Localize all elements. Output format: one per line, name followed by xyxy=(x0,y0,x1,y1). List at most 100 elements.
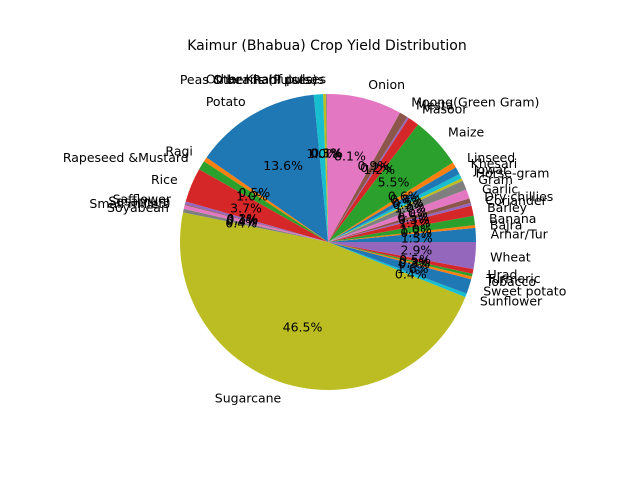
slice-barley xyxy=(328,205,474,242)
slice-percent-urad: 0.5% xyxy=(399,252,431,267)
slice-jowar xyxy=(328,173,462,242)
slice-label-sweet-potato: Sweet potato xyxy=(483,283,566,298)
slice-label-ragi: Ragi xyxy=(165,144,192,159)
slice-percent-masoor: 1.2% xyxy=(363,162,395,177)
slice-label-other-kharif-pulses: Other Kharif pulses xyxy=(206,72,326,87)
slice-label-soyabean: Soyabean xyxy=(107,200,169,215)
slice-percent-potato: 13.6% xyxy=(263,158,303,173)
slice-label-bajra: Bajra xyxy=(490,217,523,232)
slice-label-wheat: Wheat xyxy=(490,250,531,265)
slice-coriander xyxy=(328,202,472,242)
slice-percent-soyabean: 0.4% xyxy=(225,216,257,231)
slice-small-millets xyxy=(183,205,328,242)
slice-linseed xyxy=(328,162,456,242)
slice-label-banana: Banana xyxy=(489,211,536,226)
slice-maize xyxy=(328,124,453,242)
slice-percent-dry-chillies: 0.5% xyxy=(397,210,429,225)
slice-label-maize: Maize xyxy=(448,125,484,140)
slice-label-other-rabi-pulses: Other Rabi pulses xyxy=(213,72,324,87)
slice-percent-peas-beans-pulses: 1.0% xyxy=(306,146,338,161)
slice-turmeric xyxy=(328,242,473,277)
slice-percent-onion: 8.1% xyxy=(334,148,366,163)
slice-percent-horse-gram: 0.3% xyxy=(393,197,425,212)
slice-dry-chillies xyxy=(328,198,471,242)
slice-label-sunflower: Sunflower xyxy=(480,293,543,308)
slice-label-urad: Urad xyxy=(488,267,518,282)
slice-percent-coriander: 0.3% xyxy=(398,212,430,227)
slice-potato xyxy=(206,94,328,242)
slice-percent-small-millets: 0.4% xyxy=(226,214,258,229)
slice-percent-bajra: 0.3% xyxy=(400,225,432,240)
slice-percent-sesamum: 0.1% xyxy=(226,212,258,227)
slice-moong-green-gram xyxy=(328,112,408,242)
slice-label-barley: Barley xyxy=(487,200,528,215)
slice-sugarcane xyxy=(180,212,466,390)
slice-percent-sweet-potato: 1.6% xyxy=(397,261,429,276)
slice-sesamum xyxy=(184,204,328,242)
slice-label-sesamum: Sesamum xyxy=(108,193,170,208)
slice-rapeseed-mustard xyxy=(199,161,328,242)
slice-onion xyxy=(326,93,400,242)
slice-label-coriander: Coriander xyxy=(485,193,547,208)
slice-percent-ragi: 0.5% xyxy=(238,185,270,200)
slice-label-arhar-tur: Arhar/Tur xyxy=(491,227,549,242)
slice-khesari xyxy=(328,167,460,242)
chart-title: Kaimur (Bhabua) Crop Yield Distribution xyxy=(187,38,466,54)
slice-gram xyxy=(328,180,467,242)
slice-masoor xyxy=(328,118,419,242)
slice-sweet-potato xyxy=(328,242,472,294)
slice-tobacco xyxy=(328,242,472,280)
slice-label-moong-green-gram: Moong(Green Gram) xyxy=(411,95,539,110)
slice-label-linseed: Linseed xyxy=(467,150,515,165)
slice-label-turmeric: Turmeric xyxy=(486,271,541,286)
slice-label-safflower: Safflower xyxy=(113,191,172,206)
slice-mesta xyxy=(328,117,409,242)
slice-soyabean xyxy=(182,208,328,242)
slice-label-peas-beans-pulses: Peas & beans (Pulses) xyxy=(180,72,318,87)
slice-percent-garlic: 1.0% xyxy=(396,206,428,221)
slice-label-onion: Onion xyxy=(368,77,405,92)
slice-percent-turmeric: 0.3% xyxy=(399,254,431,269)
slice-percent-mesta: 0.2% xyxy=(360,160,392,175)
slice-label-tobacco: Tobacco xyxy=(485,274,536,289)
slice-peas-beans-pulses xyxy=(313,94,328,242)
slice-percent-other-kharif-pulses: 0.1% xyxy=(311,146,343,161)
slice-percent-labels: 1.5%0.3%1.0%1.1%0.3%0.5%1.0%1.0%0.3%0.5%… xyxy=(225,146,432,335)
slice-percent-arhar-tur: 1.5% xyxy=(401,230,433,245)
slice-other-rabi-pulses xyxy=(323,94,328,243)
slice-label-khesari: Khesari xyxy=(471,156,518,171)
slice-percent-moong-green-gram: 0.9% xyxy=(357,158,389,173)
slice-urad xyxy=(328,242,474,274)
slice-label-horse-gram: Horse-gram xyxy=(476,166,550,181)
slice-percent-gram: 1.0% xyxy=(394,200,426,215)
slice-percent-rapeseed-mustard: 1.0% xyxy=(236,189,268,204)
pie-slices xyxy=(180,93,476,390)
slice-percent-safflower: 0.3% xyxy=(226,211,258,226)
slice-label-rapeseed-mustard: Rapeseed &Mustard xyxy=(63,150,189,165)
slice-percent-jowar: 0.5% xyxy=(392,195,424,210)
slice-bajra xyxy=(328,225,476,242)
slice-percent-wheat: 2.9% xyxy=(401,243,433,258)
slice-label-dry-chillies: Dry chillies xyxy=(484,189,553,204)
slice-label-jowar: Jowar xyxy=(473,162,509,177)
slice-label-rice: Rice xyxy=(151,172,178,187)
slice-percent-banana: 1.0% xyxy=(400,222,432,237)
slice-label-sugarcane: Sugarcane xyxy=(215,390,282,405)
slice-other-kharif-pulses xyxy=(325,94,328,242)
slice-percent-sugarcane: 46.5% xyxy=(283,320,323,335)
slice-rice xyxy=(185,169,328,242)
slice-percent-barley: 1.1% xyxy=(399,216,431,231)
slice-label-mesta: Mesta xyxy=(416,98,454,113)
slice-percent-tobacco: 0.3% xyxy=(398,256,430,271)
slice-percent-rice: 3.7% xyxy=(230,200,262,215)
slice-sunflower xyxy=(328,242,467,298)
slice-percent-linseed: 0.6% xyxy=(388,188,420,203)
slice-percent-other-rabi-pulses: 0.3% xyxy=(310,146,342,161)
slice-label-small-millets: Small millets xyxy=(89,196,169,211)
slice-label-masoor: Masoor xyxy=(422,102,468,117)
slice-safflower xyxy=(184,201,328,242)
slice-horse-gram xyxy=(328,178,463,242)
slice-arhar-tur xyxy=(328,227,476,242)
